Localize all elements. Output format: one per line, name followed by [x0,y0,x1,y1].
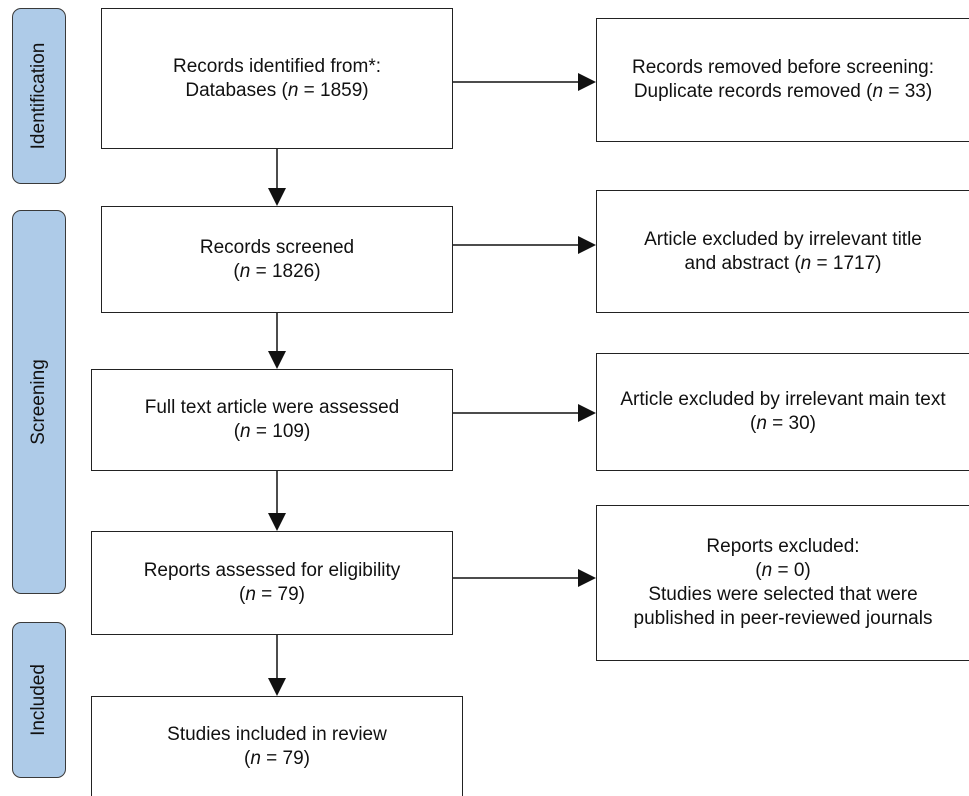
arrowhead-down-1 [268,188,286,206]
included-line2: (n = 79) [243,747,311,769]
phase-included: Included [12,622,66,778]
arrowhead-right-2 [578,236,596,254]
arrowhead-right-1 [578,73,596,91]
identified-line1: Records identified from*: [172,55,382,77]
removed-line1: Records removed before screening: [631,57,935,78]
excluded-main-line1: Article excluded by irrelevant main text [620,389,946,410]
box-records-removed: Records removed before screening: Duplic… [596,18,969,142]
box-eligibility: Reports assessed for eligibility (n = 79… [91,531,453,635]
box-records-identified: Records identified from*: Databases (n =… [101,8,453,149]
arrowhead-down-4 [268,678,286,696]
reports-excluded-line1: Reports excluded: [706,536,860,557]
box-fulltext-assessed: Full text article were assessed (n = 109… [91,369,453,471]
reports-excluded-line3: Studies were selected that were [648,584,918,605]
eligibility-line2: (n = 79) [238,584,306,605]
box-records-screened: Records screened (n = 1826) [101,206,453,313]
reports-excluded-line4: published in peer-reviewed journals [633,608,933,629]
phase-screening: Screening [12,210,66,594]
box-excluded-title-abstract: Article excluded by irrelevant title and… [596,190,969,313]
arrowhead-right-4 [578,569,596,587]
arrowhead-down-3 [268,513,286,531]
excluded-title-line1: Article excluded by irrelevant title [644,228,922,250]
fulltext-line1: Full text article were assessed [144,397,400,418]
arrowhead-right-3 [578,404,596,422]
box-studies-included: Studies included in review (n = 79) [91,696,463,796]
box-excluded-main-text: Article excluded by irrelevant main text… [596,353,969,471]
included-line1: Studies included in review [167,723,387,745]
removed-line2: Duplicate records removed (n = 33) [633,81,933,102]
excluded-main-line2: (n = 30) [749,413,817,434]
phase-identification: Identification [12,8,66,184]
box-reports-excluded: Reports excluded: (n = 0) Studies were s… [596,505,969,661]
reports-excluded-line2: (n = 0) [755,560,811,581]
fulltext-line2: (n = 109) [233,421,311,442]
screened-line1: Records screened [199,236,355,258]
eligibility-line1: Reports assessed for eligibility [143,560,401,581]
excluded-title-line2: and abstract (n = 1717) [684,252,882,274]
screened-line2: (n = 1826) [233,260,321,282]
arrowhead-down-2 [268,351,286,369]
identified-line2: Databases (n = 1859) [185,79,369,101]
